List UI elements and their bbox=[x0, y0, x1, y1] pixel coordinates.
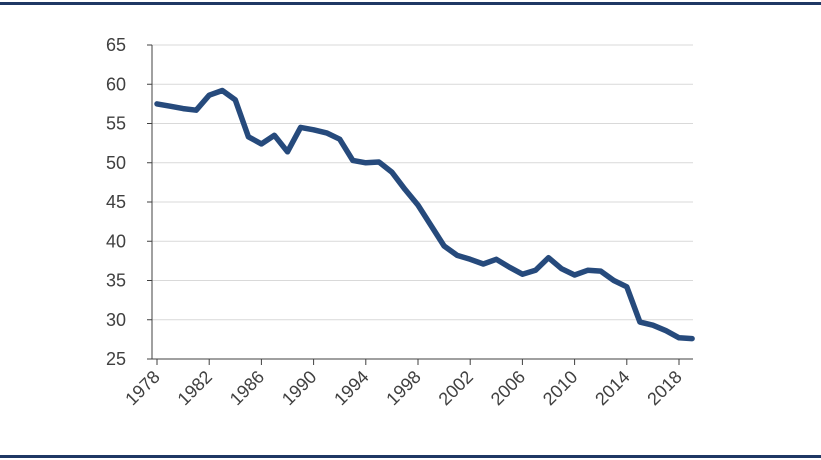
x-tick-label-1978: 1978 bbox=[121, 367, 163, 409]
gridlines bbox=[152, 44, 693, 321]
x-tick-label-1982: 1982 bbox=[174, 367, 216, 409]
x-tick-label-2014: 2014 bbox=[591, 367, 633, 409]
x-tick-label-1998: 1998 bbox=[382, 367, 424, 409]
y-tick-label-65: 65 bbox=[106, 35, 126, 55]
x-tick-label-1990: 1990 bbox=[278, 367, 320, 409]
top-rule bbox=[0, 2, 821, 5]
bottom-rule bbox=[0, 455, 821, 458]
y-tick-label-30: 30 bbox=[106, 310, 126, 330]
x-tick-label-2006: 2006 bbox=[487, 367, 529, 409]
y-tick-label-35: 35 bbox=[106, 271, 126, 291]
y-tick-label-25: 25 bbox=[106, 349, 126, 369]
x-tick-label-2010: 2010 bbox=[539, 367, 581, 409]
series-group bbox=[154, 87, 695, 342]
axes bbox=[147, 44, 693, 365]
x-tick-label-1994: 1994 bbox=[330, 367, 372, 409]
x-tick-label-2002: 2002 bbox=[435, 367, 477, 409]
y-tick-label-60: 60 bbox=[106, 74, 126, 94]
x-tick-label-1986: 1986 bbox=[226, 367, 268, 409]
y-tick-label-50: 50 bbox=[106, 153, 126, 173]
series-line-0 bbox=[154, 87, 695, 342]
y-tick-label-45: 45 bbox=[106, 192, 126, 212]
y-tick-label-40: 40 bbox=[106, 231, 126, 251]
x-tick-labels: 1978 1982 1986 1990 1994 1998 2002 2006 2010 2014… bbox=[121, 367, 685, 409]
x-tick-label-2018: 2018 bbox=[643, 367, 685, 409]
y-tick-labels: 25 30 35 40 45 50 55 60 65 bbox=[106, 35, 126, 369]
y-tick-label-55: 55 bbox=[106, 114, 126, 134]
